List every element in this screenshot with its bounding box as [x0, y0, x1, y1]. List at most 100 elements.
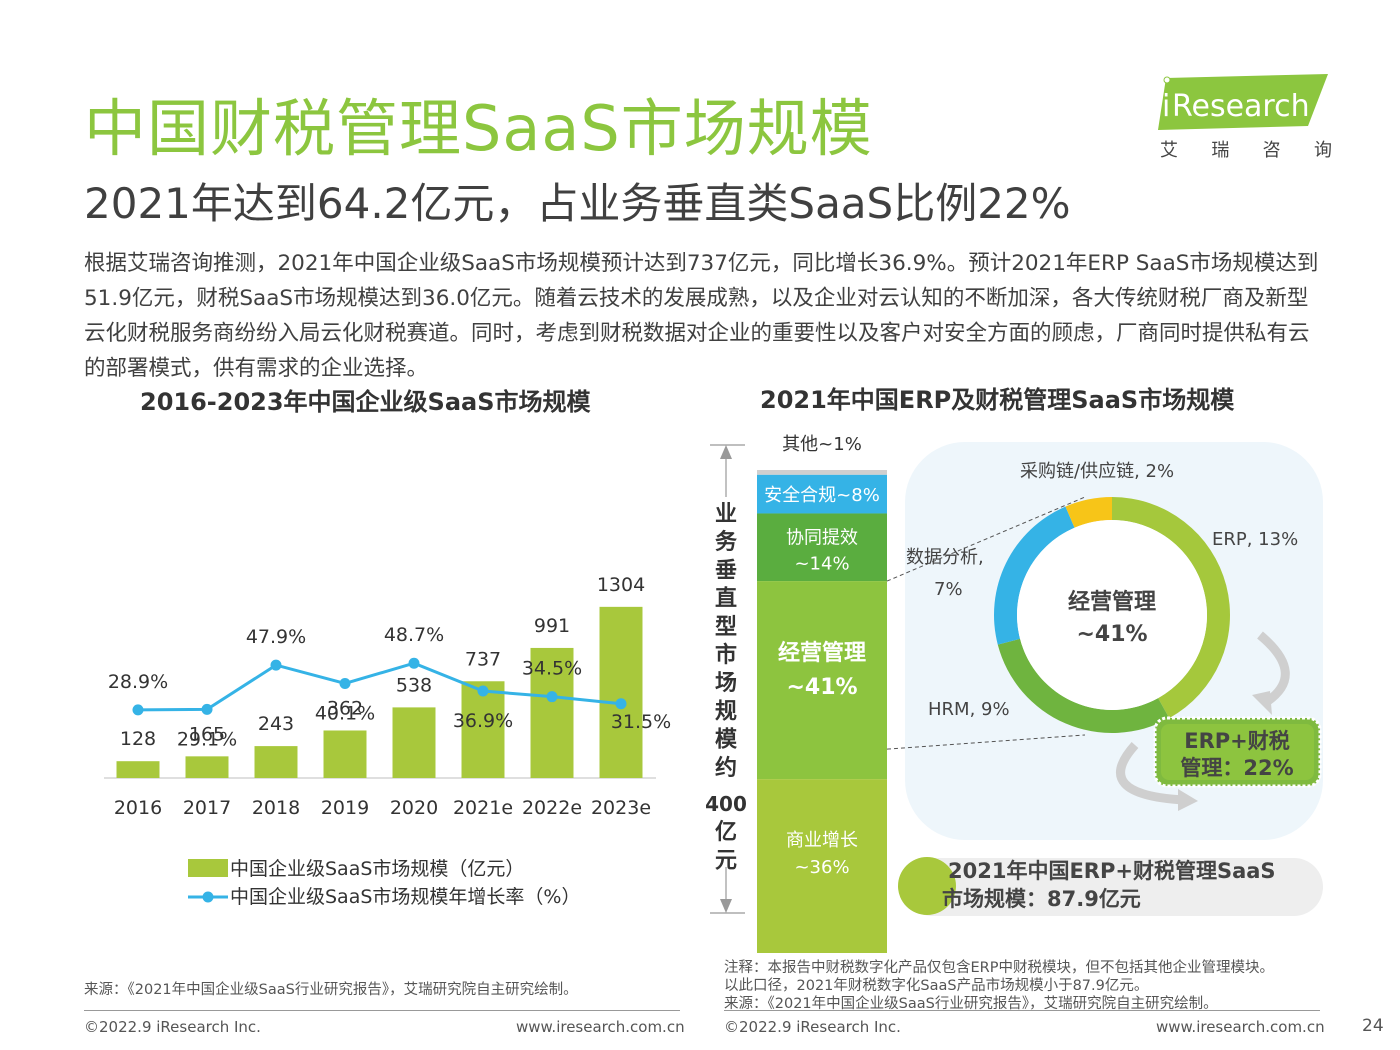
curve-arrow-bottom	[1116, 741, 1186, 805]
dim-label-char: 亿	[715, 820, 737, 845]
bar-value-label: 1304	[597, 574, 645, 596]
connector-bottom	[886, 734, 1086, 750]
note-line3: 来源：《2021年中国企业级SaaS行业研究报告》，艾瑞研究院自主研究绘制。	[724, 996, 1218, 1012]
stack-label-ops: 经营管理	[778, 640, 866, 666]
bar-2022e	[530, 647, 574, 778]
logo-cn: 艾 瑞 咨 询	[1160, 136, 1332, 162]
logo-cn-char: 询	[1313, 140, 1332, 161]
growth-label: 36.9%	[453, 710, 513, 732]
donut-slice-0	[1112, 497, 1230, 719]
growth-point	[339, 677, 351, 689]
bar-2016	[116, 761, 160, 778]
badge-line2: 管理：22%	[1180, 756, 1293, 780]
bar-value-label: 128	[120, 728, 156, 750]
footer-divider-left	[84, 1010, 680, 1011]
donut-hole	[1017, 520, 1207, 710]
dim-label-char: 型	[715, 615, 737, 640]
footer-copyright-left: ©2022.9 iResearch Inc.	[84, 1018, 261, 1036]
footer-url-left[interactable]: www.iresearch.com.cn	[516, 1018, 685, 1036]
legend-bar-label: 中国企业级SaaS市场规模（亿元）	[230, 858, 524, 880]
growth-point	[546, 691, 558, 703]
stack-label-growth: 商业增长	[786, 830, 858, 851]
stack-segment-2	[757, 513, 887, 582]
x-tick-label: 2017	[183, 797, 231, 819]
bar-2018	[254, 746, 298, 778]
logo-i: i	[1162, 89, 1170, 124]
slice-label-data-pct: 7%	[934, 579, 963, 600]
footer-url-right[interactable]: www.iresearch.com.cn	[1156, 1018, 1325, 1036]
stack-label-security: 安全合规~8%	[764, 485, 880, 506]
dim-label-char: 市	[715, 642, 737, 668]
donut-center-value: ~41%	[1076, 622, 1147, 647]
bar-value-label: 737	[465, 648, 501, 670]
stack-label-other: 其他~1%	[782, 434, 862, 455]
dim-label-char: 场	[715, 671, 737, 696]
x-tick-label: 2021e	[453, 797, 513, 819]
connector-top	[886, 496, 1086, 582]
stack-segment-1	[757, 474, 887, 514]
x-tick-label: 2018	[252, 797, 300, 819]
legend-bar-swatch	[188, 859, 228, 877]
stack-label-growth-pct: ~36%	[794, 857, 849, 878]
donut-slice-2	[994, 506, 1075, 645]
iresearch-logo: i Research	[1158, 74, 1328, 130]
right-chart-title: 2021年中国ERP及财税管理SaaS市场规模	[760, 386, 1235, 414]
growth-label: 48.7%	[384, 624, 444, 646]
dim-label-char: 业	[715, 502, 737, 527]
dim-label-char: 模	[715, 728, 738, 753]
growth-label: 47.9%	[246, 626, 306, 648]
dim-label-char: 务	[715, 530, 738, 555]
left-chart-title: 2016-2023年中国企业级SaaS市场规模	[140, 388, 591, 416]
growth-label: 29.1%	[177, 728, 237, 750]
saas-market-chart: 128 2016 165 2017 243 2018 362 2019 538 2020 737 20…	[104, 574, 671, 908]
bar-value-label: 991	[534, 615, 570, 637]
bar-2019	[323, 730, 367, 778]
erp-tax-badge-inner	[1161, 724, 1314, 780]
stack-segment-4	[757, 779, 887, 953]
x-tick-label: 2016	[114, 797, 162, 819]
footer-divider-right	[724, 1010, 1320, 1011]
logo-cn-char: 瑞	[1211, 140, 1230, 161]
growth-label: 40.1%	[315, 702, 375, 724]
bar-2023e	[599, 606, 643, 778]
stack-label-collab: 协同提效	[786, 527, 858, 548]
logo-cn-char: 咨	[1262, 140, 1281, 161]
donut-center-label: 经营管理	[1068, 589, 1156, 615]
growth-point	[408, 657, 420, 669]
growth-line	[137, 661, 622, 712]
summary-line2: 市场规模：87.9亿元	[942, 887, 1141, 911]
growth-point	[477, 685, 489, 697]
stack-label-collab-pct: ~14%	[794, 553, 849, 574]
legend-line-label: 中国企业级SaaS市场规模年增长率（%）	[230, 886, 580, 908]
note-line2: 以此口径，2021年财税数字化SaaS产品市场规模小于87.9亿元。	[724, 978, 1149, 994]
page-subtitle: 2021年达到64.2亿元，占业务垂直类SaaS比例22%	[84, 179, 1071, 228]
donut-slice-3	[1065, 497, 1112, 528]
bar-2017	[185, 756, 229, 778]
stack-segment-0	[757, 470, 887, 475]
bar-value-label: 538	[396, 674, 432, 696]
slice-label-hrm: HRM, 9%	[928, 699, 1010, 720]
bar-value-label: 362	[327, 697, 363, 719]
bar-value-label: 165	[189, 723, 225, 745]
growth-label: 34.5%	[522, 658, 582, 680]
summary-dot	[898, 857, 956, 915]
curve-arrow-top	[1257, 631, 1290, 707]
growth-point	[615, 698, 627, 710]
summary-line1: 2021年中国ERP+财税管理SaaS	[948, 859, 1276, 883]
bar-value-label: 243	[258, 713, 294, 735]
growth-point	[132, 704, 144, 716]
page-number: 24	[1362, 1016, 1384, 1036]
x-tick-label: 2023e	[591, 797, 651, 819]
x-tick-label: 2022e	[522, 797, 582, 819]
x-tick-label: 2019	[321, 797, 369, 819]
slice-label-supply: 采购链/供应链, 2%	[1020, 461, 1174, 482]
dim-arrow-down	[720, 899, 732, 913]
dim-label-bg	[708, 497, 744, 867]
curve-arrow-bottom-head	[1178, 789, 1198, 811]
badge-line1: ERP+财税	[1184, 729, 1290, 753]
growth-label: 31.5%	[611, 711, 671, 733]
summary-pill	[903, 858, 1323, 916]
dim-label-char: 垂	[715, 558, 737, 583]
intro-paragraph: 根据艾瑞咨询推测，2021年中国企业级SaaS市场规模预计达到737亿元，同比增…	[84, 251, 1319, 381]
